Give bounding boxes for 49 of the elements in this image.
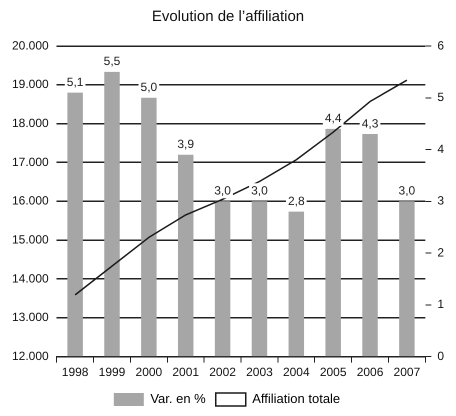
bar [67,92,83,356]
y2-tick-label: 5 [437,90,444,104]
data-label: 5,1 [66,74,84,89]
y-tick-label: 20.000 [12,38,50,52]
data-label: 3,0 [398,184,416,198]
y2-tick-label: 0 [437,348,444,363]
x-tick-label: 2005 [320,365,347,380]
data-label: 4,3 [362,116,379,130]
legend-label: Var. en % [150,391,206,406]
x-tick-label: 1999 [98,365,126,380]
y2-tick-label: 4 [437,142,444,156]
bar [141,98,157,356]
chart-title: Evolution de l’affiliation [150,7,306,27]
x-tick-label: 2006 [356,365,384,380]
bar [104,72,120,356]
legend-label: Affiliation totale [252,391,340,406]
bar [399,201,415,356]
y-tick-label: 19.000 [12,77,50,92]
data-label: 2,8 [288,194,305,208]
y-tick-label: 15.000 [12,232,50,246]
bar [362,134,378,356]
x-tick-label: 2000 [136,365,163,380]
data-label: 3,0 [214,184,232,198]
data-label: 3,9 [177,137,194,152]
y2-tick-label: 2 [437,245,444,260]
y-tick-label: 13.000 [12,310,50,324]
x-tick-label: 2003 [246,365,274,380]
y-tick-label: 18.000 [12,116,50,130]
bar [214,201,230,356]
bar [325,128,341,356]
data-label: 3,0 [251,184,268,198]
x-tick-label: 2002 [209,365,236,380]
x-tick-label: 2007 [394,365,421,380]
bar [252,201,268,356]
bar [288,212,304,356]
y-tick-label: 16.000 [12,194,50,208]
x-tick-label: 2001 [172,365,200,380]
y2-tick-label: 6 [437,38,444,52]
data-label: 5,5 [104,54,121,68]
bar [178,154,194,356]
x-tick-label: 2004 [282,365,310,380]
y-tick-label: 14.000 [12,271,50,286]
y2-tick-label: 3 [437,194,444,208]
y2-tick-label: 1 [437,297,444,312]
y-tick-label: 17.000 [12,154,50,169]
y-tick-label: 12.000 [12,348,50,363]
data-label: 5,0 [140,80,158,94]
data-label: 4,4 [324,111,342,126]
x-tick-label: 1998 [62,365,89,380]
